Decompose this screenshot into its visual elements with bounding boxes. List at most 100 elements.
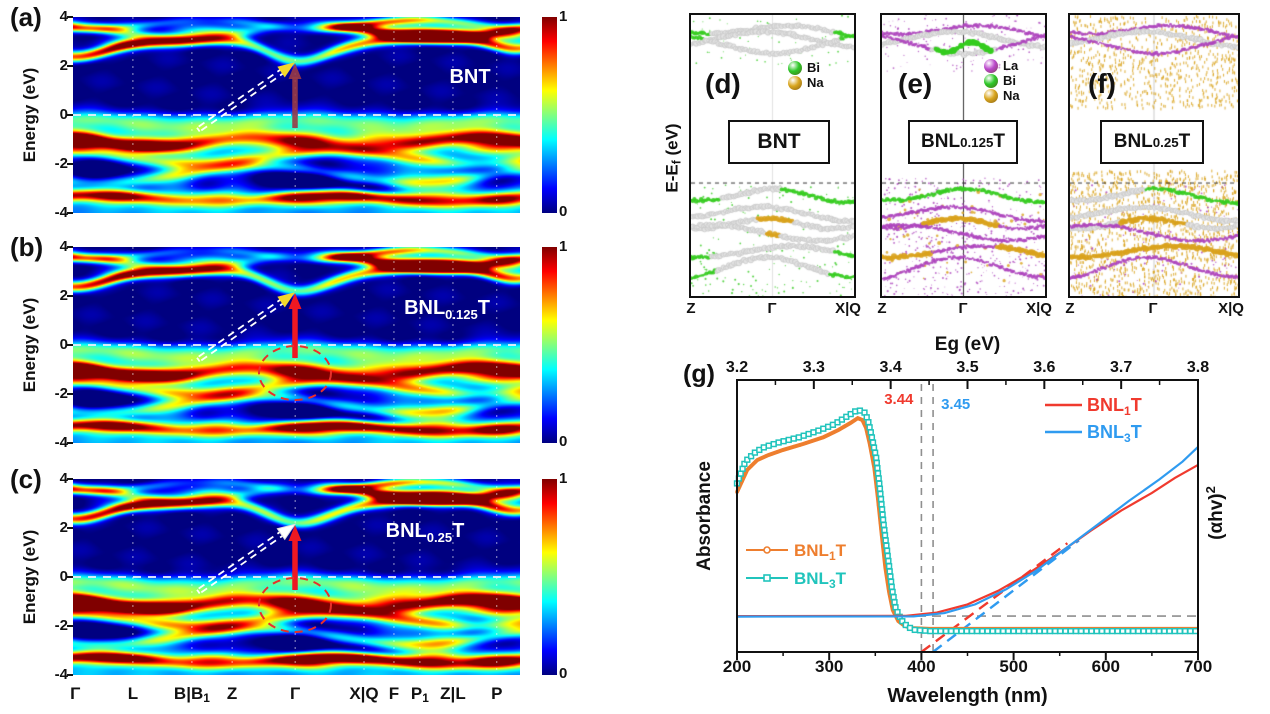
panel-g-plot: (g) Eg (eV) Wavelength (nm) Absorbance (αhv)… — [683, 334, 1227, 707]
energy-tick-label: 4 — [59, 8, 68, 25]
g-absorbance-marker-circle — [786, 446, 791, 451]
energy-tick-mark — [67, 246, 73, 248]
g-absorbance-marker-square — [883, 542, 890, 549]
energy-tick-label: -4 — [54, 204, 68, 221]
g-absorbance-marker-square — [780, 438, 787, 445]
label-part: T — [1178, 131, 1191, 152]
g-absorbance-marker-square — [1067, 627, 1074, 635]
energy-tick-mark — [67, 478, 73, 480]
g-legend-tauc-label: BNL1T — [1087, 395, 1142, 418]
g-absorbance-marker-square — [1155, 627, 1163, 635]
g-tauc-curve-1 — [736, 446, 1199, 618]
g-absorbance-marker-square — [884, 552, 891, 560]
panel-c-colorbar — [542, 479, 557, 675]
energy-tick-label: -4 — [54, 666, 68, 683]
g-absorbance-marker-square — [863, 414, 870, 421]
g-bottom-axis-title: Wavelength (nm) — [887, 685, 1047, 707]
transition-arrowhead — [288, 63, 302, 79]
g-absorbance-marker-square — [770, 440, 777, 448]
bands-xtick-label: X|Q — [1218, 300, 1244, 317]
g-top-tick-label: 3.8 — [1187, 359, 1209, 376]
g-absorbance-marker-square — [1119, 627, 1126, 635]
legend-label: Na — [807, 75, 824, 90]
na-atom-icon — [984, 88, 998, 103]
g-absorbance-marker-square — [878, 506, 886, 513]
kpath-tick-label: B|B1 — [173, 684, 210, 706]
g-absorbance-marker-circle — [821, 435, 825, 440]
panel-c-ylabel: Energy (eV) — [20, 529, 39, 625]
panel-b-colorbar-max: 1 — [559, 238, 568, 255]
g-legend-tauc-label: BNL3T — [1087, 422, 1142, 445]
g-absorbance-marker-circle — [764, 454, 768, 458]
bands-xtick-label: X|Q — [1026, 300, 1052, 317]
g-absorbance-marker-square — [775, 439, 782, 446]
bands-xtick-label: Γ — [958, 300, 968, 317]
g-gap-label-344: 3.44 — [884, 391, 914, 408]
g-absorbance-marker-square — [885, 557, 892, 565]
g-absorbance-marker-square — [879, 511, 886, 518]
g-absorbance-marker-square — [873, 459, 880, 467]
g-absorbance-marker-square — [1098, 627, 1106, 635]
material-label: BNL0.125T — [404, 297, 490, 322]
highlight-ellipse — [258, 577, 332, 633]
energy-tick-mark — [67, 344, 73, 346]
panel-c-colorbar-min: 0 — [559, 665, 568, 682]
g-absorbance-marker-square — [968, 627, 976, 635]
g-absorbance-marker-square — [1103, 627, 1111, 635]
g-absorbance-marker-square — [932, 627, 939, 635]
g-right-axis-title: (αhv)2 — [1203, 486, 1227, 540]
g-absorbance-marker-circle — [837, 427, 841, 432]
g-left-axis-title: Absorbance — [694, 461, 715, 571]
g-absorbance-marker-square — [1015, 627, 1022, 635]
panel-d-tag: (d) — [705, 68, 741, 99]
g-absorbance-marker-square — [1010, 627, 1017, 635]
panel-a-colorbar-max: 1 — [559, 8, 568, 25]
g-absorbance-marker-circle — [815, 437, 819, 442]
g-absorbance-marker-circle — [775, 450, 779, 454]
interband-arrow-shaft — [198, 297, 283, 358]
g-absorbance-marker-square — [1025, 627, 1033, 635]
energy-tick-label: 2 — [59, 287, 68, 304]
panel-b-colorbar-min: 0 — [559, 433, 568, 450]
g-absorbance-marker-square — [747, 453, 755, 460]
g-absorbance-marker-square — [869, 439, 877, 446]
g-absorbance-marker-square — [1166, 627, 1173, 635]
label-part: (eV) — [662, 123, 682, 161]
g-absorbance-marker-square — [979, 627, 986, 635]
g-absorbance-marker-square — [887, 578, 895, 585]
g-absorbance-marker-square — [1135, 627, 1142, 635]
panel-e-material-box: BNL 0.125 T — [908, 120, 1018, 164]
g-absorbance-marker-square — [1171, 627, 1178, 635]
g-absorbance-marker-square — [887, 573, 894, 580]
transition-arrowhead — [288, 525, 302, 541]
g-absorbance-marker-square — [1057, 627, 1064, 635]
g-absorbance-marker-square — [1072, 627, 1080, 635]
g-absorbance-marker-square — [877, 490, 884, 498]
energy-tick-mark — [67, 674, 73, 676]
g-absorbance-marker-square — [785, 436, 792, 444]
g-bottom-tick-label: 600 — [1092, 657, 1120, 676]
kpath-tick-label: F — [388, 684, 400, 703]
g-absorbance-marker-circle — [758, 456, 763, 461]
label-part: E-E — [662, 164, 682, 193]
g-absorbance-marker-square — [984, 627, 991, 635]
g-absorbance-marker-circle — [861, 421, 866, 425]
g-absorbance-marker-circle — [847, 421, 852, 426]
energy-tick-label: 4 — [59, 238, 68, 255]
panel-b-annotations: BNL0.125T — [73, 247, 520, 443]
g-absorbance-marker-square — [1031, 627, 1038, 635]
g-absorbance-marker-square — [1036, 627, 1043, 635]
kpath-tick-label: P — [491, 684, 503, 703]
g-absorbance-marker-square — [883, 547, 891, 554]
g-absorbance-marker-square — [868, 434, 876, 441]
g-absorbance-marker-square — [874, 464, 881, 472]
energy-tick-mark — [67, 212, 73, 214]
g-absorbance-marker-square — [963, 627, 970, 635]
material-label: BNT — [449, 66, 490, 88]
g-absorbance-marker-square — [1077, 627, 1085, 635]
g-absorbance-marker-circle — [792, 444, 797, 449]
g-absorbance-marker-circle — [809, 439, 814, 443]
g-absorbance-marker-square — [1140, 627, 1147, 635]
g-absorbance-marker-square — [1129, 627, 1137, 635]
g-absorbance-marker-square — [942, 627, 950, 635]
